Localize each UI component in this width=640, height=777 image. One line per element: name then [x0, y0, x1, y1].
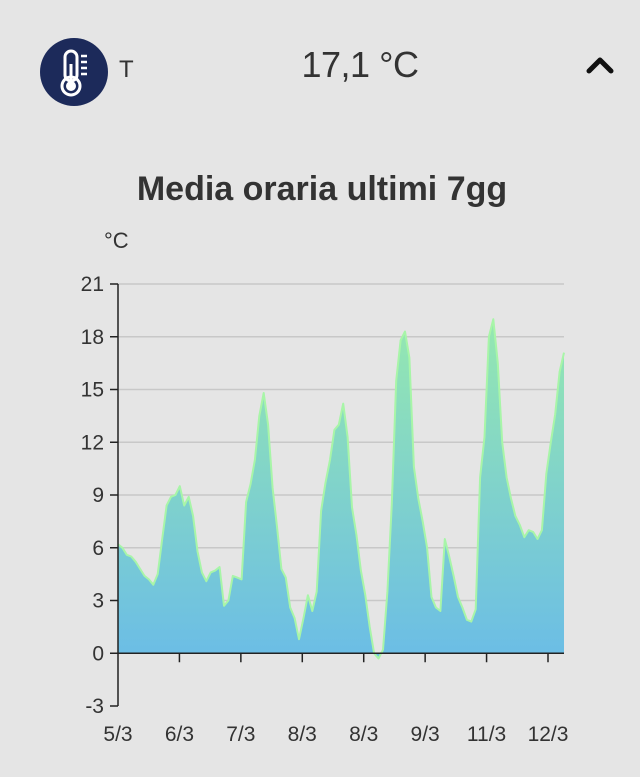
x-tick-label: 8/3 — [349, 723, 378, 746]
x-tick-labels: 5/3 6/3 7/3 8/3 8/3 9/3 11/3 12/3 — [103, 723, 568, 746]
sensor-avatar — [40, 38, 108, 106]
y-tick-label: 3 — [92, 590, 104, 613]
x-tick-label: 8/3 — [288, 723, 317, 746]
y-tick-label: 18 — [81, 326, 104, 349]
x-tick-label: 7/3 — [226, 723, 255, 746]
x-tick-label: 6/3 — [165, 723, 194, 746]
y-tick-label: 6 — [92, 537, 104, 560]
area-series — [117, 318, 565, 660]
y-tick-label: 15 — [81, 379, 104, 402]
thermometer-icon — [60, 49, 87, 97]
y-axis-unit-label: °C — [104, 228, 129, 253]
chevron-up-icon — [586, 57, 614, 74]
y-tick-labels: -3 0 3 6 9 12 15 18 21 — [81, 273, 118, 718]
x-tick-label: 5/3 — [103, 723, 132, 746]
sensor-header: T 17,1 °C — [0, 0, 640, 130]
y-tick-label: 12 — [81, 431, 104, 454]
y-tick-label: 21 — [81, 273, 104, 296]
x-tick-label: 9/3 — [411, 723, 440, 746]
sensor-label: T — [119, 56, 134, 83]
x-tick-label: 11/3 — [467, 723, 506, 746]
x-tick-label: 12/3 — [528, 723, 569, 746]
series-line — [117, 318, 565, 660]
y-tick-label: -3 — [85, 695, 104, 718]
collapse-button[interactable] — [578, 42, 622, 86]
chart-title: Media oraria ultimi 7gg — [136, 170, 508, 208]
y-tick-label: 9 — [92, 484, 104, 507]
area-fill — [118, 319, 564, 659]
current-temperature-value: 17,1 °C — [301, 44, 419, 85]
y-tick-label: 0 — [92, 642, 104, 665]
